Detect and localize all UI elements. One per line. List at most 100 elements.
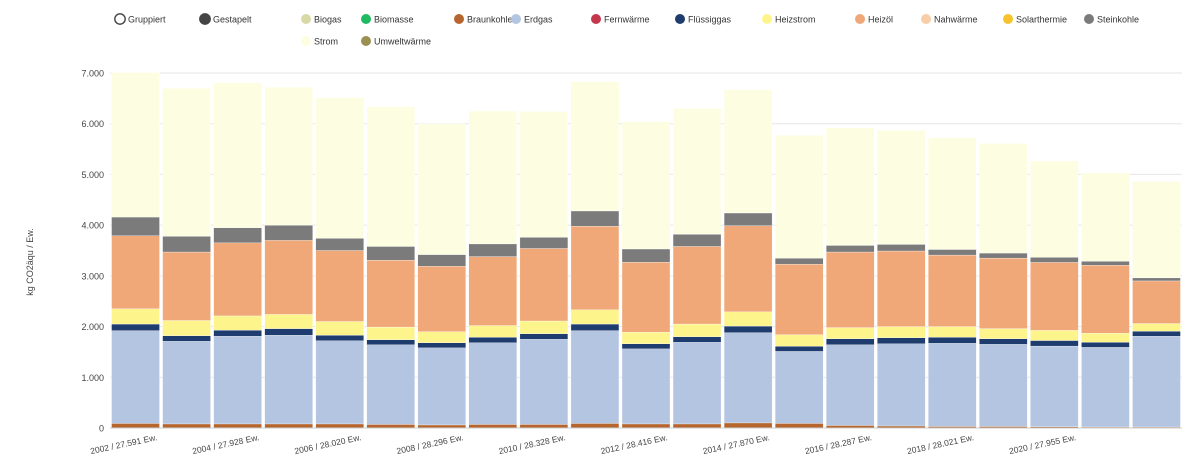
bar-segment[interactable] [519,339,569,425]
bar-segment[interactable] [162,320,211,336]
bar-segment[interactable] [826,127,875,246]
bar-segment[interactable] [1132,323,1181,332]
legend-item[interactable]: Biogas [301,14,342,25]
legend-item[interactable]: Fernwärme [591,14,650,25]
bar-segment[interactable] [519,424,569,429]
bar-segment[interactable] [775,423,824,429]
bar-segment[interactable] [366,344,415,425]
bar-segment[interactable] [213,336,262,425]
bar-segment[interactable] [1030,345,1079,427]
bar-stack[interactable] [1081,172,1130,429]
legend-item[interactable]: Umweltwärme [361,36,431,47]
bar-segment[interactable] [570,210,620,227]
bar-segment[interactable] [417,266,466,332]
bar-segment[interactable] [621,121,671,250]
bar-segment[interactable] [1132,336,1181,428]
bar-segment[interactable] [621,348,671,425]
bar-segment[interactable] [621,343,671,350]
bar-segment[interactable] [468,243,517,257]
bar-stack[interactable] [315,97,364,429]
bar-segment[interactable] [979,338,1028,345]
bar-segment[interactable] [162,341,211,425]
bar-segment[interactable] [162,335,211,342]
legend-item[interactable]: Braunkohle [454,14,513,25]
bar-segment[interactable] [468,342,517,425]
bar-segment[interactable] [264,328,313,336]
bar-segment[interactable] [723,422,773,429]
bar-segment[interactable] [826,251,875,328]
bar-segment[interactable] [315,321,364,336]
bar-segment[interactable] [468,424,517,429]
bar-segment[interactable] [672,423,722,429]
bar-segment[interactable] [775,264,824,335]
bar-segment[interactable] [570,309,620,325]
chart-mode-toggle[interactable]: Gruppiert Gestapelt [114,13,252,25]
bar-segment[interactable] [111,308,160,325]
legend-item[interactable]: Flüssiggas [675,14,732,25]
bar-segment[interactable] [826,338,875,345]
bar-stack[interactable] [1030,160,1079,429]
bar-stack[interactable] [877,130,926,429]
bar-segment[interactable] [672,234,722,247]
bar-segment[interactable] [1081,265,1130,334]
bar-stack[interactable] [417,123,466,429]
bar-segment[interactable] [213,423,262,429]
bar-segment[interactable] [979,143,1028,254]
bar-stack[interactable] [519,111,569,429]
bar-segment[interactable] [519,333,569,340]
bar-segment[interactable] [315,250,364,322]
bar-segment[interactable] [877,337,926,344]
bar-segment[interactable] [877,130,926,245]
bar-segment[interactable] [1030,330,1079,341]
bar-segment[interactable] [1081,333,1130,343]
bar-segment[interactable] [1030,257,1079,263]
bar-segment[interactable] [672,342,722,425]
bar-stack[interactable] [979,143,1028,429]
bar-segment[interactable] [1081,342,1130,348]
bar-segment[interactable] [723,311,773,327]
bar-segment[interactable] [468,325,517,338]
bar-segment[interactable] [775,351,824,424]
bar-segment[interactable] [519,237,569,249]
bar-segment[interactable] [213,227,262,244]
bar-segment[interactable] [468,110,517,245]
bar-segment[interactable] [723,332,773,424]
bar-segment[interactable] [1132,280,1181,324]
mode-gestapelt[interactable]: Gestapelt [199,13,252,25]
bar-segment[interactable] [1132,330,1181,337]
bar-segment[interactable] [519,320,569,334]
bar-segment[interactable] [1132,181,1181,279]
bar-segment[interactable] [1081,347,1130,428]
legend-item[interactable]: Strom [301,36,338,47]
bar-segment[interactable] [877,250,926,327]
bar-segment[interactable] [1081,172,1130,262]
bar-segment[interactable] [417,254,466,267]
bar-segment[interactable] [928,343,977,427]
bar-stack[interactable] [366,106,415,429]
bar-segment[interactable] [519,248,569,322]
bar-segment[interactable] [1030,262,1079,331]
bar-segment[interactable] [111,423,160,429]
bar-segment[interactable] [826,344,875,426]
bar-segment[interactable] [928,337,977,344]
bar-segment[interactable] [417,347,466,426]
bar-segment[interactable] [366,259,415,328]
bar-stack[interactable] [723,89,773,429]
bar-segment[interactable] [672,323,722,337]
bar-segment[interactable] [570,423,620,429]
bar-segment[interactable] [928,249,977,256]
bar-segment[interactable] [417,342,466,349]
legend-item[interactable]: Heizöl [855,14,893,25]
bar-segment[interactable] [570,226,620,310]
mode-gruppiert[interactable]: Gruppiert [114,13,166,25]
bar-segment[interactable] [468,256,517,326]
mode-radio-icon[interactable] [114,13,126,25]
legend-item[interactable]: Erdgas [511,14,553,25]
bar-segment[interactable] [723,212,773,226]
bar-segment[interactable] [417,331,466,343]
bar-stack[interactable] [826,127,875,429]
bar-segment[interactable] [672,336,722,343]
bar-segment[interactable] [315,238,364,251]
bar-stack[interactable] [111,72,160,429]
bar-segment[interactable] [162,236,211,253]
